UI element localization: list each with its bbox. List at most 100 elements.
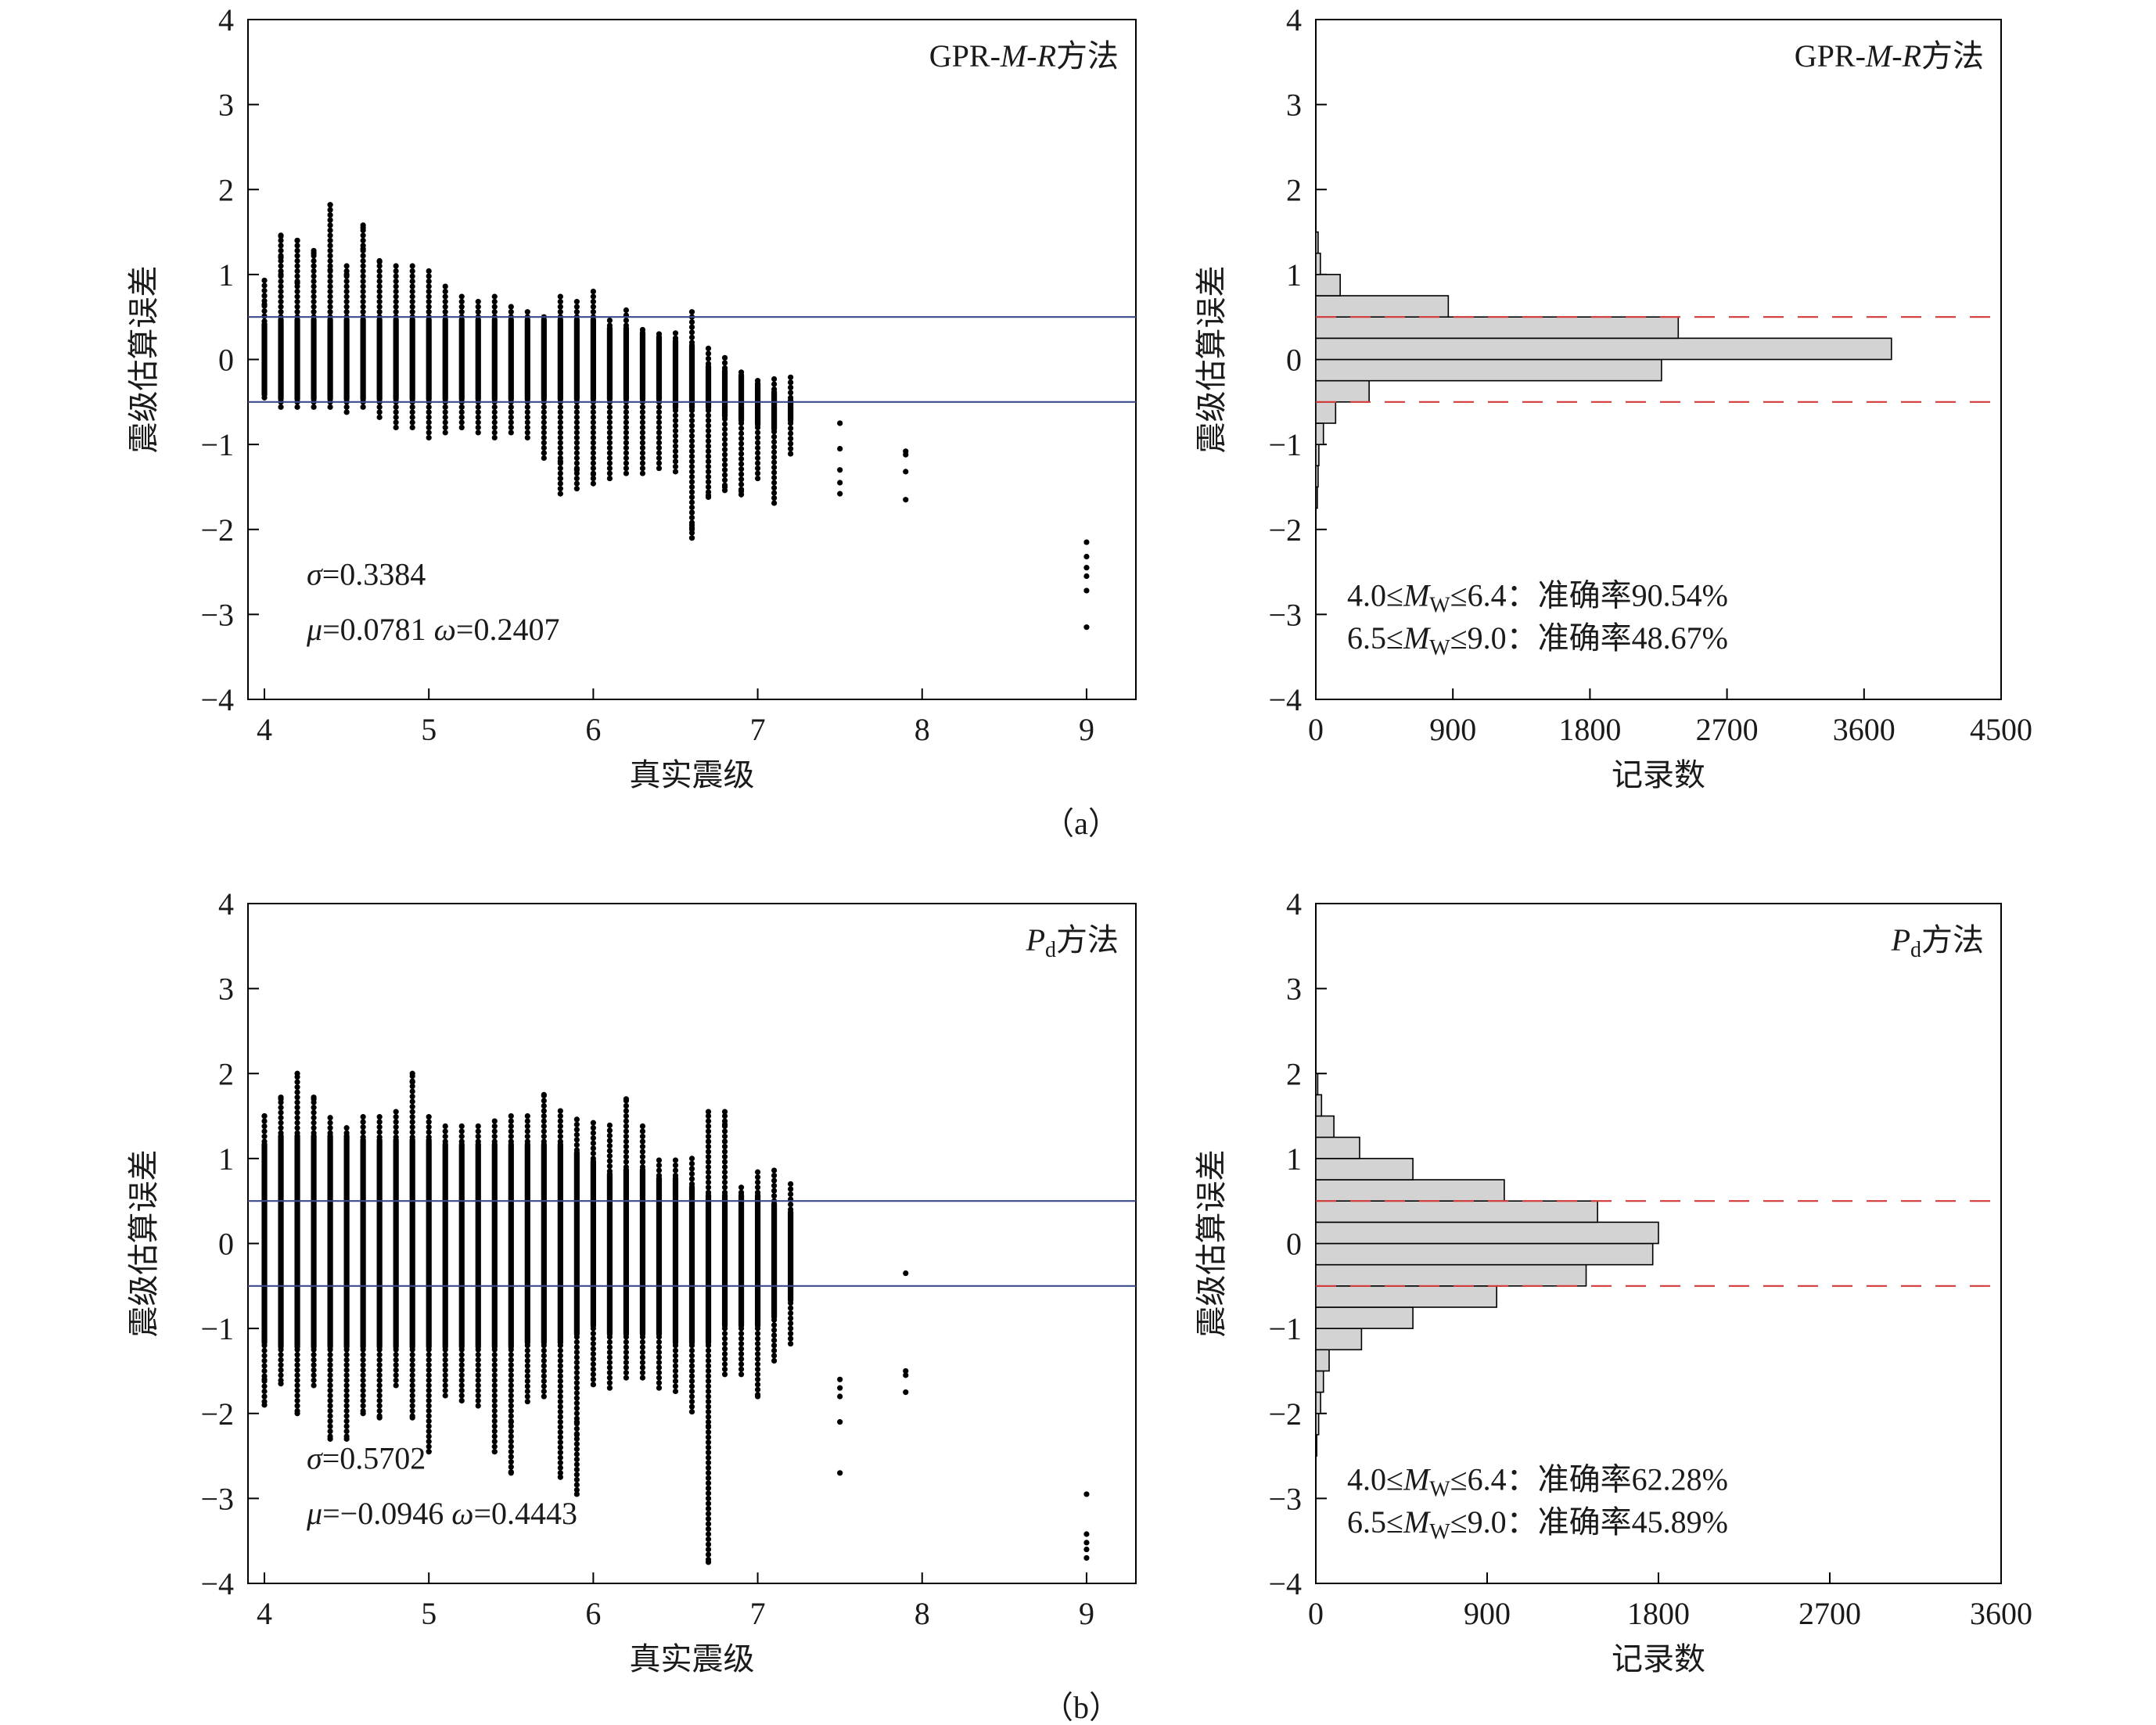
point-cluster (426, 317, 432, 402)
x-tick-label: 7 (750, 1596, 766, 1631)
y-tick-label: 0 (218, 1227, 234, 1262)
data-point (311, 404, 317, 410)
data-point (656, 1370, 663, 1376)
data-point (705, 1353, 712, 1359)
data-point (788, 390, 794, 396)
data-point (705, 458, 712, 465)
data-point (754, 1351, 761, 1357)
data-point (541, 1091, 547, 1098)
data-point (590, 1371, 596, 1378)
data-point (837, 1393, 843, 1400)
data-point (590, 480, 596, 487)
data-point (590, 309, 596, 315)
data-point (738, 476, 745, 483)
data-point (327, 293, 333, 300)
data-point (376, 293, 383, 300)
data-point (278, 289, 284, 295)
data-point (639, 1138, 646, 1145)
data-point (376, 1377, 383, 1383)
point-cluster (590, 317, 596, 402)
data-point (573, 1472, 580, 1478)
data-point (343, 1393, 350, 1399)
data-point (754, 1386, 761, 1393)
data-point (524, 1388, 530, 1395)
data-point (788, 1305, 794, 1311)
data-point (705, 1164, 712, 1170)
data-point (754, 1179, 761, 1185)
data-point (590, 1376, 596, 1382)
data-point (656, 1364, 663, 1371)
x-axis-title: 真实震级 (630, 757, 755, 792)
data-point (508, 1419, 514, 1425)
data-point (705, 428, 712, 434)
data-point (409, 304, 415, 310)
data-point (278, 233, 284, 239)
data-point (426, 1134, 432, 1141)
data-point (409, 409, 415, 415)
data-point (261, 293, 268, 299)
data-point (524, 1347, 530, 1353)
data-point (738, 451, 745, 457)
data-point (688, 422, 695, 429)
data-point (491, 1134, 498, 1140)
point-cluster (508, 1141, 514, 1350)
histogram-bar (1315, 486, 1318, 509)
data-point (738, 420, 745, 426)
data-point (738, 488, 745, 494)
data-point (623, 1354, 630, 1360)
histogram-bar (1315, 1263, 1587, 1287)
data-point (639, 455, 646, 462)
data-point (705, 1490, 712, 1497)
data-point (754, 460, 761, 466)
data-point (360, 1403, 366, 1409)
y-tick-label: 1 (218, 1141, 234, 1177)
data-point (573, 475, 580, 482)
data-point (442, 1352, 448, 1358)
data-point (360, 1114, 366, 1120)
data-point (754, 1376, 761, 1382)
data-point (376, 273, 383, 279)
y-tick-label: −1 (200, 1311, 234, 1346)
data-point (311, 1109, 317, 1116)
data-point (837, 467, 843, 473)
data-point (623, 455, 630, 462)
data-point (294, 257, 300, 264)
data-point (1083, 1546, 1090, 1553)
data-point (524, 1123, 530, 1130)
data-point (688, 340, 695, 346)
point-cluster (541, 317, 547, 402)
data-point (426, 424, 432, 431)
data-point (738, 1356, 745, 1362)
data-point (311, 1346, 317, 1353)
data-point (573, 1436, 580, 1442)
data-point (573, 455, 580, 462)
data-point (311, 1367, 317, 1373)
data-point (738, 1325, 745, 1331)
data-point (524, 1134, 530, 1140)
data-point (721, 365, 728, 371)
histogram-bar (1315, 444, 1320, 467)
data-point (754, 1189, 761, 1195)
data-point (409, 1119, 415, 1125)
data-point (524, 1398, 530, 1405)
data-point (376, 258, 383, 265)
data-point (294, 1105, 300, 1111)
data-point (426, 1443, 432, 1450)
data-point (376, 1362, 383, 1368)
point-cluster (426, 1137, 432, 1350)
histogram-bar (1315, 1221, 1659, 1245)
data-point (837, 1419, 843, 1425)
data-point (360, 1387, 366, 1394)
data-point (541, 1118, 547, 1124)
data-point (688, 1353, 695, 1359)
data-point (426, 268, 432, 275)
data-point (278, 1372, 284, 1378)
data-point (590, 1119, 596, 1126)
data-point (688, 1347, 695, 1353)
point-cluster (442, 317, 448, 402)
point-cluster (311, 317, 317, 402)
data-point (343, 1403, 350, 1409)
data-point (327, 1382, 333, 1389)
data-point (606, 440, 613, 446)
data-point (261, 1383, 268, 1389)
